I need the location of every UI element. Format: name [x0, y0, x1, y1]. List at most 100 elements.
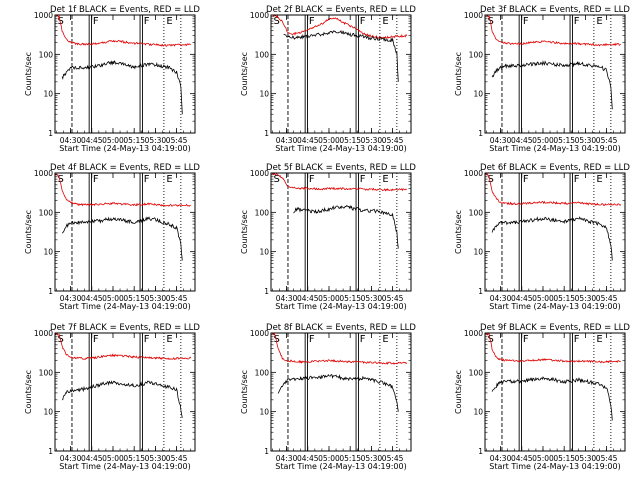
lld-series-line: [271, 173, 408, 192]
marker-label: E: [382, 334, 388, 345]
x-tick-label: 05:30: [575, 454, 597, 463]
y-axis-label: Counts/sec: [454, 52, 463, 96]
marker-label: F: [523, 334, 529, 345]
plot-frame: [54, 14, 196, 134]
y-axis-label: Counts/sec: [24, 370, 33, 414]
marker-label: F: [360, 334, 366, 345]
plot-frame: [484, 14, 626, 134]
x-tick-label: 05:00: [318, 294, 340, 303]
y-tick-label: 10: [473, 408, 483, 417]
y-tick-label: 1: [48, 447, 53, 456]
y-tick-label: 1000: [34, 11, 53, 20]
marker-label: F: [144, 334, 150, 345]
marker-label: F: [93, 16, 99, 27]
x-tick-label: 04:30: [276, 294, 298, 303]
marker-label: F: [523, 174, 529, 185]
events-series-line: [283, 29, 399, 82]
x-tick-label: 05:45: [166, 136, 188, 145]
x-tick-label: 05:30: [145, 454, 167, 463]
plot-frame: [270, 172, 412, 292]
y-tick-label: 1: [478, 447, 483, 456]
y-tick-label: 100: [39, 50, 54, 59]
plot-frame: [270, 14, 412, 134]
x-tick-label: 04:30: [276, 454, 298, 463]
panel-title: Det 5f BLACK = Events, RED = LLD: [266, 163, 416, 173]
panel-title: Det 4f BLACK = Events, RED = LLD: [50, 163, 200, 173]
plot-frame: [270, 332, 412, 452]
x-tick-label: 05:00: [318, 454, 340, 463]
x-axis-label: Start Time (24-May-13 04:19:00): [59, 462, 190, 471]
events-series-line: [61, 216, 183, 261]
lld-series-line: [485, 15, 622, 47]
events-series-line: [491, 216, 613, 261]
marker-label: F: [574, 334, 580, 345]
x-tick-label: 05:00: [102, 294, 124, 303]
panel-data: [485, 15, 622, 110]
panel-data: [271, 15, 408, 82]
y-tick-label: 100: [469, 208, 484, 217]
lld-series-line: [55, 333, 192, 361]
x-axis-label: Start Time (24-May-13 04:19:00): [59, 302, 190, 311]
x-tick-label: 05:00: [102, 136, 124, 145]
y-tick-label: 1: [478, 129, 483, 138]
panel-title: Det 9f BLACK = Events, RED = LLD: [480, 323, 630, 333]
marker-label: F: [309, 334, 315, 345]
x-tick-label: 05:30: [575, 136, 597, 145]
panel-title: Det 7f BLACK = Events, RED = LLD: [50, 323, 200, 333]
panel-data: [55, 173, 191, 261]
x-tick-label: 04:30: [60, 294, 82, 303]
y-tick-label: 1: [264, 447, 269, 456]
y-tick-label: 1000: [34, 329, 53, 338]
lld-series-line: [55, 173, 191, 207]
panel-title: Det 1f BLACK = Events, RED = LLD: [50, 5, 200, 15]
x-tick-label: 05:30: [361, 454, 383, 463]
marker-label: F: [144, 16, 150, 27]
panel-title: Det 3f BLACK = Events, RED = LLD: [480, 5, 630, 15]
marker-label: E: [166, 174, 172, 185]
x-axis-label: Start Time (24-May-13 04:19:00): [489, 302, 620, 311]
x-tick-label: 05:30: [145, 294, 167, 303]
plot-frame: [484, 172, 626, 292]
events-series-line: [293, 204, 399, 249]
marker-label: F: [144, 174, 150, 185]
x-tick-label: 05:15: [123, 454, 145, 463]
marker-label: F: [93, 174, 99, 185]
x-tick-label: 05:15: [123, 136, 145, 145]
y-tick-label: 100: [469, 368, 484, 377]
y-tick-label: 1: [264, 129, 269, 138]
x-tick-label: 04:45: [511, 454, 533, 463]
plot-frame: [54, 172, 196, 292]
panel-title: Det 2f BLACK = Events, RED = LLD: [266, 5, 416, 15]
x-tick-label: 05:45: [382, 454, 404, 463]
panel-data: [55, 333, 192, 418]
y-tick-label: 100: [255, 208, 270, 217]
marker-label: S: [58, 174, 64, 185]
marker-label: S: [274, 174, 280, 185]
x-tick-label: 05:45: [166, 454, 188, 463]
events-series-line: [62, 380, 183, 418]
panel-title: Det 8f BLACK = Events, RED = LLD: [266, 323, 416, 333]
x-tick-label: 05:00: [102, 454, 124, 463]
marker-label: S: [274, 16, 280, 27]
y-tick-label: 1000: [34, 169, 53, 178]
x-tick-label: 05:30: [575, 294, 597, 303]
y-tick-label: 100: [39, 368, 54, 377]
marker-label: S: [488, 174, 494, 185]
panel-data: [271, 173, 408, 249]
x-tick-label: 05:30: [361, 136, 383, 145]
x-tick-label: 04:45: [297, 454, 319, 463]
y-tick-label: 10: [43, 408, 53, 417]
x-tick-label: 05:15: [339, 294, 361, 303]
panel-data: [485, 333, 621, 421]
y-axis-label: Counts/sec: [24, 52, 33, 96]
events-series-line: [491, 60, 613, 110]
y-tick-label: 1000: [250, 169, 269, 178]
x-tick-label: 04:30: [490, 294, 512, 303]
x-tick-label: 05:45: [382, 136, 404, 145]
y-tick-label: 100: [255, 368, 270, 377]
marker-label: F: [523, 16, 529, 27]
